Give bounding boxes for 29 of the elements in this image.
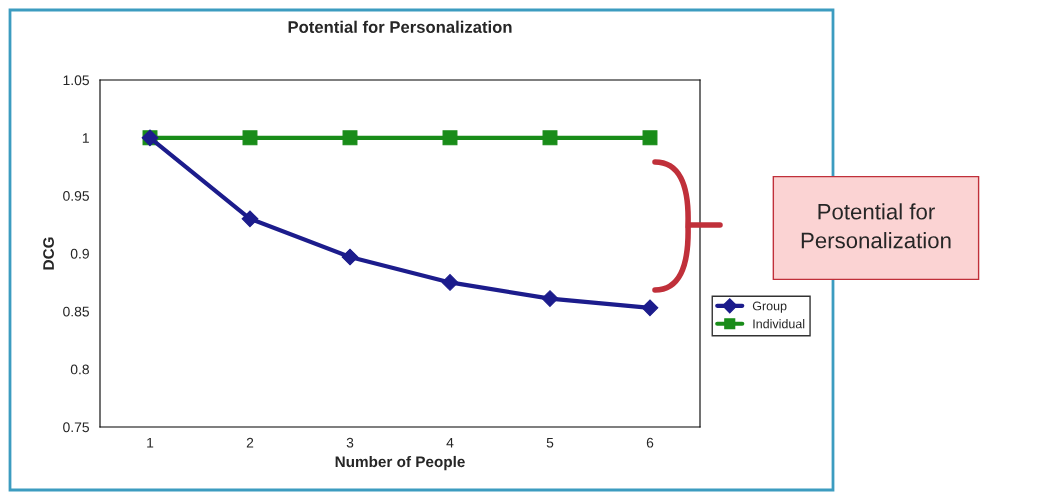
point bbox=[342, 130, 358, 146]
y-tick-label: 0.95 bbox=[63, 191, 89, 201]
text: Potential for Personalization bbox=[801, 203, 951, 249]
x-tick-label: 1 bbox=[147, 437, 154, 448]
legend-label: Group bbox=[752, 301, 787, 313]
y-tick-label: 1 bbox=[82, 133, 89, 143]
point bbox=[541, 290, 559, 307]
y-tick-label: 1.05 bbox=[63, 75, 89, 86]
x-tick-label: 5 bbox=[546, 437, 554, 448]
point bbox=[441, 274, 459, 291]
point bbox=[642, 130, 658, 146]
x-tick-label: 6 bbox=[646, 437, 654, 448]
y-tick-label: 0.9 bbox=[70, 248, 89, 259]
point bbox=[542, 130, 558, 146]
point bbox=[341, 248, 359, 266]
point bbox=[442, 130, 458, 146]
legend-label: Individual bbox=[753, 319, 805, 329]
point bbox=[241, 210, 259, 228]
x-axis-title: Number of People bbox=[335, 455, 465, 471]
y-tick-label: 0.8 bbox=[70, 364, 89, 375]
y-tick-label: 0.85 bbox=[63, 306, 89, 317]
chart-title: Potential for Personalization bbox=[288, 20, 512, 33]
point bbox=[641, 299, 659, 317]
y-tick-label: 0.75 bbox=[63, 422, 89, 433]
point bbox=[242, 130, 258, 146]
x-tick-label: 4 bbox=[446, 437, 454, 448]
x-tick-label: 2 bbox=[246, 437, 254, 448]
x-tick-label: 3 bbox=[346, 437, 354, 448]
y-axis-title: DCG bbox=[43, 237, 54, 270]
